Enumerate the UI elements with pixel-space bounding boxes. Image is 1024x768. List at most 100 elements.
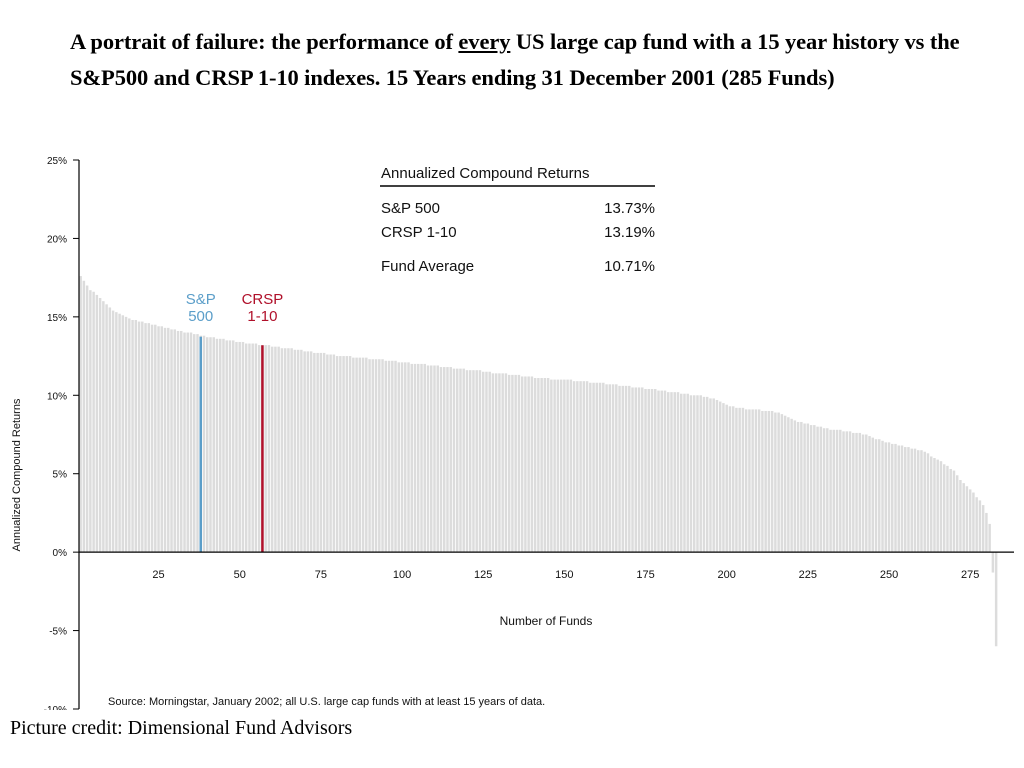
fund-bar — [991, 552, 995, 573]
x-tick-label: 25 — [152, 569, 164, 581]
fund-bar — [517, 374, 521, 553]
fund-bar — [102, 301, 105, 553]
fund-bar — [663, 390, 667, 553]
x-tick-label: 100 — [393, 569, 411, 581]
y-tick-label: -10% — [44, 705, 67, 710]
fund-bar — [488, 371, 491, 553]
fund-bar — [468, 370, 472, 553]
fund-bar — [413, 363, 417, 553]
fund-bar — [254, 343, 258, 553]
fund-bar — [718, 401, 722, 553]
fund-bar — [520, 376, 524, 553]
y-tick-label: 0% — [53, 548, 68, 559]
fund-bar — [654, 389, 657, 553]
fund-bar — [741, 407, 745, 553]
fund-bar — [865, 434, 868, 553]
title-part-2: US large cap fund with a 15 year history… — [70, 29, 960, 90]
axes-layer — [78, 160, 1014, 709]
fund-bar — [602, 382, 605, 553]
fund-bar — [209, 337, 212, 553]
fund-bar — [615, 384, 618, 553]
fund-bar — [978, 500, 982, 553]
fund-bar — [430, 365, 433, 553]
fund-bar — [968, 489, 972, 553]
fund-bar — [485, 371, 488, 553]
fund-bar — [397, 362, 401, 553]
fund-bar — [92, 291, 95, 553]
fund-bar — [537, 378, 540, 553]
fund-bar — [384, 360, 388, 553]
fund-bar — [180, 330, 183, 553]
fund-bar — [605, 384, 608, 553]
x-tick-label: 75 — [315, 569, 327, 581]
fund-bar — [443, 367, 446, 553]
fund-bar — [884, 442, 887, 553]
fund-bar — [731, 406, 735, 553]
fund-bar — [696, 395, 699, 553]
fund-bar — [556, 379, 560, 553]
fund-bar — [348, 356, 352, 553]
fund-bar — [920, 450, 923, 553]
fund-bar — [215, 338, 219, 553]
fund-bar — [624, 385, 628, 553]
fund-bar — [942, 464, 946, 553]
fund-bar — [183, 332, 186, 553]
fund-bar — [842, 431, 845, 553]
fund-bar — [267, 345, 271, 553]
fund-bar — [251, 343, 254, 553]
fund-bar — [244, 343, 248, 553]
y-tick-label: 5% — [53, 470, 68, 481]
index-marker-label: S&P 500 — [186, 291, 216, 325]
fund-bar — [300, 349, 303, 553]
fund-bar — [822, 428, 826, 553]
fund-bar — [141, 321, 144, 553]
fund-bar — [465, 370, 469, 553]
fund-bar — [988, 523, 991, 553]
fund-bar — [907, 447, 910, 553]
fund-bar — [858, 432, 862, 553]
fund-bar — [248, 343, 251, 553]
ticks-layer: 25% 20% 15% 10% 5% 0% -5% -10% 25 50 75 100 125 150 17… — [44, 156, 980, 710]
fund-bar — [264, 345, 267, 553]
fund-bar — [647, 389, 650, 553]
fund-bar — [641, 387, 644, 553]
fund-bar — [673, 392, 676, 553]
fund-bar — [381, 359, 384, 553]
fund-bar — [546, 378, 550, 553]
fund-bar — [826, 428, 829, 553]
fund-bar — [160, 326, 164, 553]
fund-bar — [861, 434, 865, 553]
fund-bar — [874, 439, 878, 553]
fund-bar — [780, 414, 784, 553]
x-tick-label: 200 — [718, 569, 736, 581]
fund-bar — [128, 318, 131, 553]
fund-bar — [472, 370, 475, 553]
fund-bar — [962, 483, 965, 553]
fund-bar — [816, 426, 819, 553]
returns-table: Annualized Compound Returns S&P 500 13.7… — [380, 165, 655, 275]
fund-bar — [748, 409, 751, 553]
fund-bar — [481, 371, 485, 553]
fund-bar — [809, 425, 813, 553]
table-row-label: S&P 500 — [381, 200, 440, 217]
fund-bar — [959, 479, 962, 553]
fund-bar — [715, 399, 719, 553]
fund-bar — [322, 352, 326, 553]
fund-bar — [108, 307, 112, 553]
fund-bar — [692, 395, 696, 553]
fund-bar — [274, 346, 277, 553]
fund-bar — [900, 445, 904, 553]
fund-bar — [407, 362, 410, 553]
fund-bar — [339, 356, 342, 553]
fund-bar — [404, 362, 407, 553]
fund-bar — [926, 453, 930, 553]
fund-bar — [550, 379, 553, 553]
fund-bar — [176, 330, 180, 553]
fund-bar — [173, 329, 177, 553]
fund-bar — [332, 354, 336, 553]
fund-bar — [933, 458, 936, 553]
title-part-1: A portrait of failure: the performance o… — [70, 29, 459, 54]
table-row-label: CRSP 1-10 — [381, 224, 457, 241]
fund-bar — [621, 385, 625, 553]
